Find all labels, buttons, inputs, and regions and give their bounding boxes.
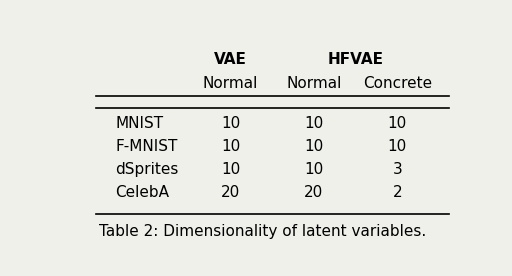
Text: Concrete: Concrete [362,76,432,91]
Text: Normal: Normal [286,76,342,91]
Text: 2: 2 [393,185,402,200]
Text: 10: 10 [221,162,240,177]
Text: VAE: VAE [214,52,247,67]
Text: Normal: Normal [203,76,259,91]
Text: 10: 10 [221,116,240,131]
Text: 10: 10 [221,139,240,154]
Text: 10: 10 [388,116,407,131]
Text: MNIST: MNIST [116,116,164,131]
Text: 10: 10 [304,116,324,131]
Text: dSprites: dSprites [116,162,179,177]
Text: 3: 3 [392,162,402,177]
Text: 20: 20 [221,185,240,200]
Text: F-MNIST: F-MNIST [116,139,178,154]
Text: 10: 10 [304,162,324,177]
Text: HFVAE: HFVAE [328,52,383,67]
Text: 20: 20 [304,185,324,200]
Text: CelebA: CelebA [116,185,169,200]
Text: Table 2: Dimensionality of latent variables.: Table 2: Dimensionality of latent variab… [99,224,426,239]
Text: 10: 10 [388,139,407,154]
Text: 10: 10 [304,139,324,154]
